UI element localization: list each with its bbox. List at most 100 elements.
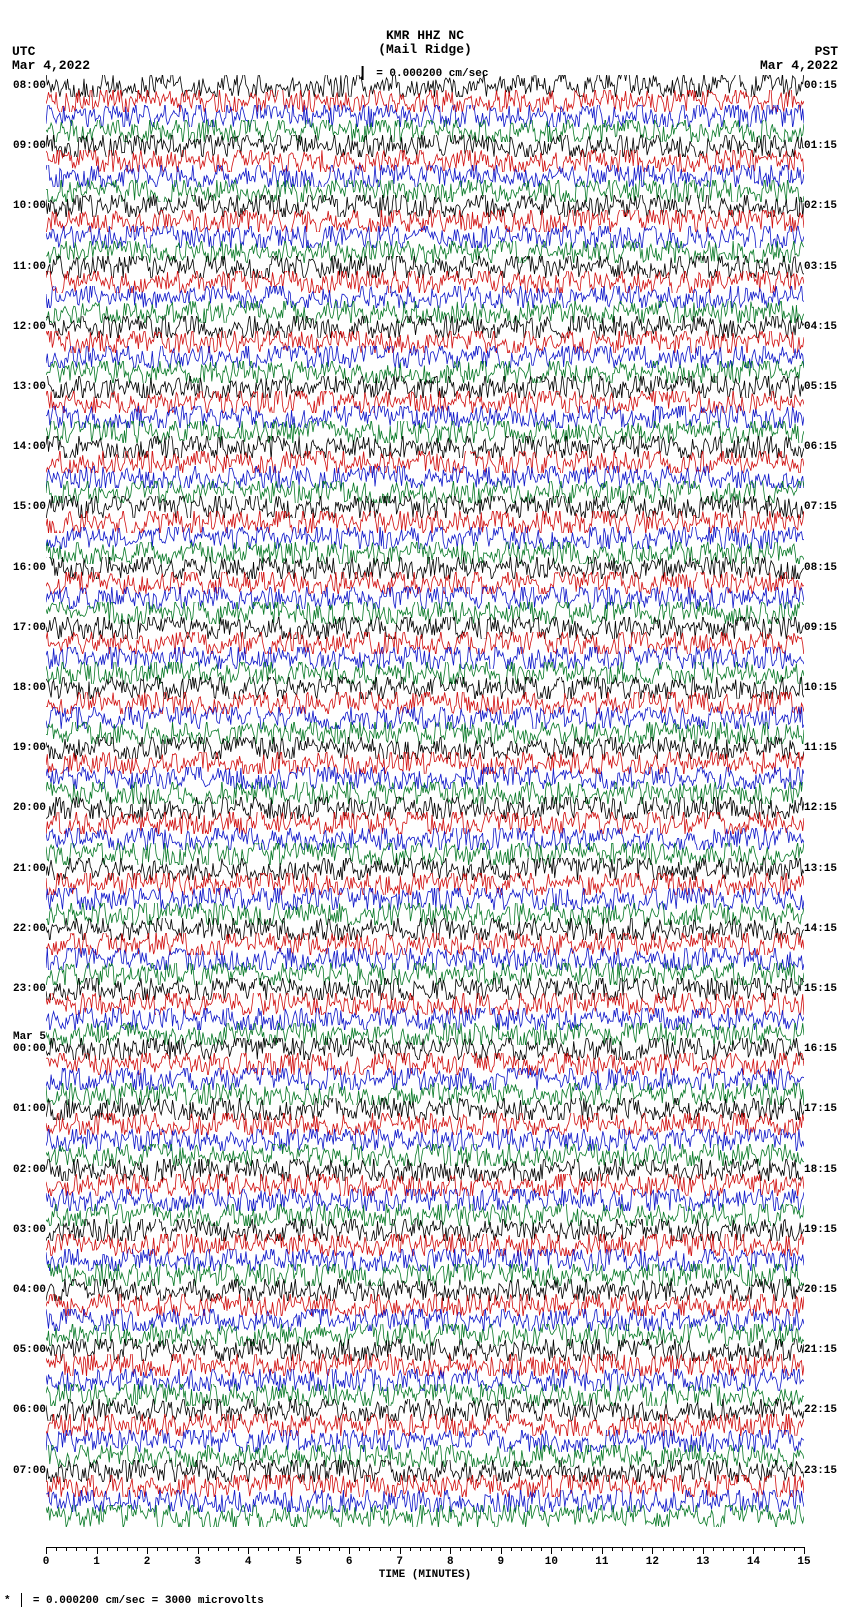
utc-hour-label: 02:00 <box>2 1165 46 1176</box>
pst-hour-labels: 00:1501:1502:1503:1504:1505:1506:1507:15… <box>804 86 848 1545</box>
x-minor-tick <box>430 1547 431 1551</box>
x-minor-tick <box>127 1547 128 1551</box>
x-minor-tick <box>410 1547 411 1551</box>
x-tick-label: 13 <box>696 1556 709 1568</box>
utc-hour-label: 01:00 <box>2 1104 46 1115</box>
pst-hour-label: 03:15 <box>804 262 848 273</box>
x-minor-tick <box>167 1547 168 1551</box>
x-minor-tick <box>632 1547 633 1551</box>
x-major-tick <box>602 1547 603 1554</box>
pst-hour-label: 08:15 <box>804 563 848 574</box>
x-major-tick <box>753 1547 754 1554</box>
x-major-tick <box>400 1547 401 1554</box>
x-minor-tick <box>460 1547 461 1551</box>
pst-hour-label: 01:15 <box>804 141 848 152</box>
x-minor-tick <box>238 1547 239 1551</box>
x-tick-label: 2 <box>144 1556 151 1568</box>
x-axis: TIME (MINUTES) 0123456789101112131415 <box>46 1547 804 1583</box>
x-minor-tick <box>420 1547 421 1551</box>
x-minor-tick <box>743 1547 744 1551</box>
x-minor-tick <box>278 1547 279 1551</box>
x-minor-tick <box>107 1547 108 1551</box>
x-minor-tick <box>228 1547 229 1551</box>
x-minor-tick <box>339 1547 340 1551</box>
x-major-tick <box>97 1547 98 1554</box>
x-minor-tick <box>208 1547 209 1551</box>
footer-scale: * = 0.000200 cm/sec = 3000 microvolts <box>4 1593 264 1607</box>
pst-hour-label: 04:15 <box>804 322 848 333</box>
pst-hour-label: 16:15 <box>804 1044 848 1055</box>
x-minor-tick <box>117 1547 118 1551</box>
pst-hour-label: 19:15 <box>804 1225 848 1236</box>
pst-hour-label: 11:15 <box>804 743 848 754</box>
utc-date-rollover: Mar 5 <box>2 1032 46 1043</box>
utc-hour-label: 10:00 <box>2 201 46 212</box>
x-minor-tick <box>56 1547 57 1551</box>
x-minor-tick <box>612 1547 613 1551</box>
utc-hour-label: 08:00 <box>2 81 46 92</box>
footer-scale-text: = 0.000200 cm/sec = 3000 microvolts <box>33 1595 264 1607</box>
x-minor-tick <box>369 1547 370 1551</box>
pst-hour-label: 10:15 <box>804 683 848 694</box>
x-minor-tick <box>693 1547 694 1551</box>
x-minor-tick <box>561 1547 562 1551</box>
x-tick-label: 7 <box>396 1556 403 1568</box>
pst-hour-label: 18:15 <box>804 1165 848 1176</box>
x-minor-tick <box>76 1547 77 1551</box>
pst-hour-label: 02:15 <box>804 201 848 212</box>
x-tick-label: 9 <box>497 1556 504 1568</box>
x-minor-tick <box>592 1547 593 1551</box>
x-minor-tick <box>723 1547 724 1551</box>
pst-hour-label: 12:15 <box>804 803 848 814</box>
x-minor-tick <box>642 1547 643 1551</box>
x-minor-tick <box>177 1547 178 1551</box>
x-minor-tick <box>521 1547 522 1551</box>
utc-hour-label: 17:00 <box>2 623 46 634</box>
x-minor-tick <box>329 1547 330 1551</box>
x-minor-tick <box>319 1547 320 1551</box>
x-tick-label: 15 <box>797 1556 810 1568</box>
pst-hour-label: 17:15 <box>804 1104 848 1115</box>
x-minor-tick <box>258 1547 259 1551</box>
x-minor-tick <box>137 1547 138 1551</box>
right-timezone: PST <box>815 44 838 59</box>
utc-hour-label: 11:00 <box>2 262 46 273</box>
x-major-tick <box>299 1547 300 1554</box>
footer-scale-bar-icon <box>21 1593 22 1607</box>
utc-hour-label: 07:00 <box>2 1466 46 1477</box>
x-minor-tick <box>572 1547 573 1551</box>
x-minor-tick <box>794 1547 795 1551</box>
utc-hour-label: 16:00 <box>2 563 46 574</box>
pst-hour-label: 07:15 <box>804 502 848 513</box>
x-tick-label: 1 <box>93 1556 100 1568</box>
x-major-tick <box>551 1547 552 1554</box>
utc-hour-label: 06:00 <box>2 1405 46 1416</box>
x-major-tick <box>450 1547 451 1554</box>
pst-hour-label: 00:15 <box>804 81 848 92</box>
x-minor-tick <box>86 1547 87 1551</box>
utc-hour-label: 21:00 <box>2 864 46 875</box>
x-tick-label: 14 <box>747 1556 760 1568</box>
pst-hour-label: 20:15 <box>804 1285 848 1296</box>
x-minor-tick <box>713 1547 714 1551</box>
pst-hour-label: 14:15 <box>804 924 848 935</box>
x-minor-tick <box>582 1547 583 1551</box>
x-minor-tick <box>511 1547 512 1551</box>
x-minor-tick <box>531 1547 532 1551</box>
x-tick-label: 0 <box>43 1556 50 1568</box>
x-minor-tick <box>481 1547 482 1551</box>
utc-hour-label: 09:00 <box>2 141 46 152</box>
x-minor-tick <box>733 1547 734 1551</box>
utc-hour-label: 23:00 <box>2 984 46 995</box>
x-minor-tick <box>66 1547 67 1551</box>
pst-hour-label: 23:15 <box>804 1466 848 1477</box>
x-minor-tick <box>440 1547 441 1551</box>
x-minor-tick <box>774 1547 775 1551</box>
x-tick-label: 3 <box>194 1556 201 1568</box>
x-minor-tick <box>622 1547 623 1551</box>
x-major-tick <box>147 1547 148 1554</box>
x-minor-tick <box>663 1547 664 1551</box>
utc-hour-label: 13:00 <box>2 382 46 393</box>
x-tick-label: 6 <box>346 1556 353 1568</box>
x-axis-line <box>46 1547 804 1548</box>
